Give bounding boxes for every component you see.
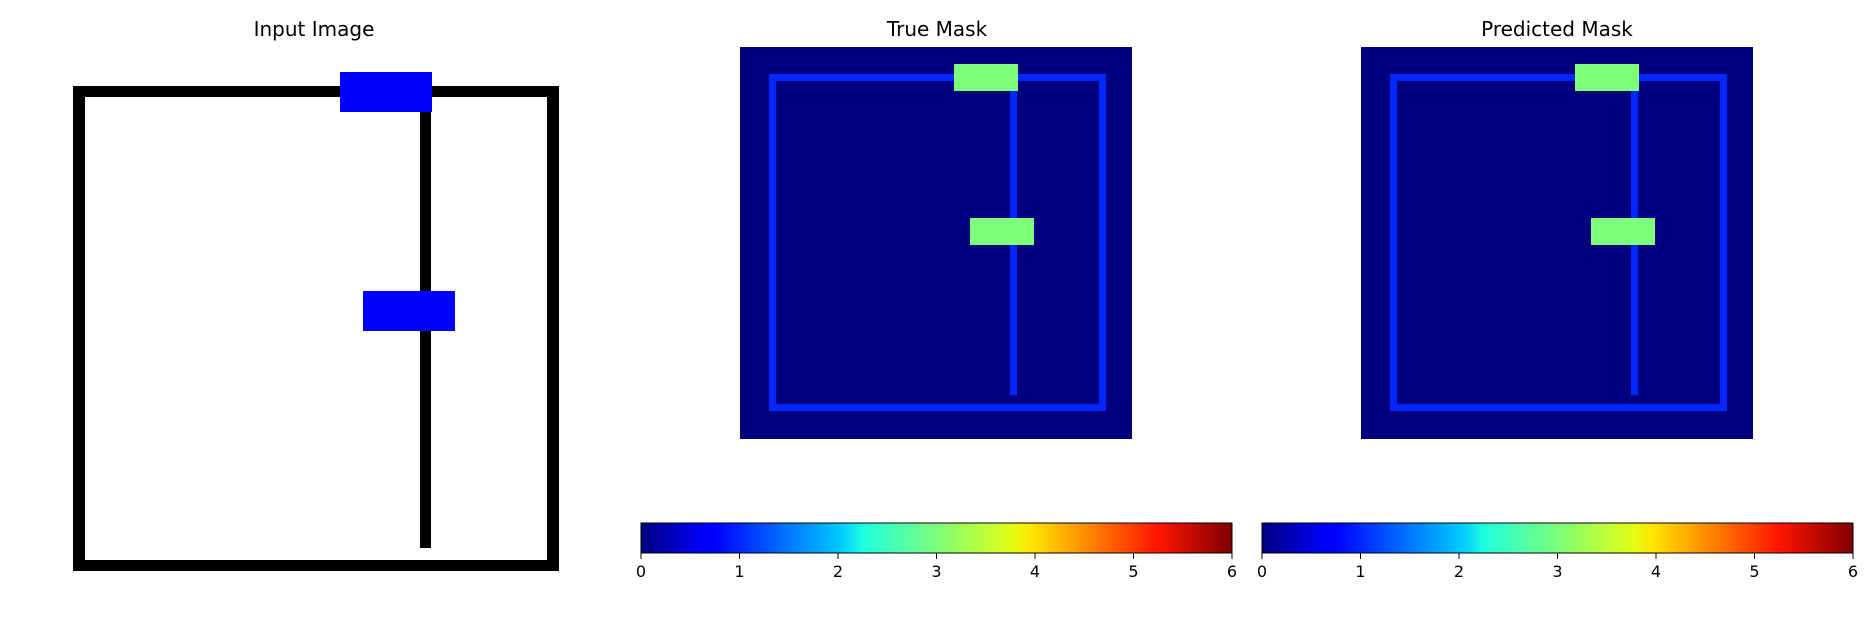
predicted-mask-colorbar-gradient xyxy=(1261,522,1854,554)
predicted-mask-colorbar-tick-label: 6 xyxy=(1848,562,1858,581)
true-mask-box-middle xyxy=(970,218,1034,245)
input-frame-left xyxy=(73,86,85,571)
true-mask-title: True Mask xyxy=(886,17,988,41)
predicted-mask-colorbar-tick-label: 4 xyxy=(1651,562,1661,581)
true-mask-colorbar-ticks: 0 1 2 3 4 5 6 xyxy=(636,553,1237,581)
predicted-mask-colorbar: 0 1 2 3 4 5 6 xyxy=(1257,522,1858,581)
input-image xyxy=(73,72,559,571)
true-mask-colorbar-tick-label: 4 xyxy=(1030,562,1040,581)
predicted-mask-image xyxy=(1361,47,1753,439)
predicted-mask-colorbar-tick-label: 1 xyxy=(1355,562,1365,581)
input-box-top xyxy=(340,72,432,112)
true-mask-colorbar-tick-label: 0 xyxy=(636,562,646,581)
true-mask-colorbar: 0 1 2 3 4 5 6 xyxy=(636,522,1237,581)
predicted-mask-background xyxy=(1361,47,1753,439)
predicted-mask-colorbar-ticks: 0 1 2 3 4 5 6 xyxy=(1257,553,1858,581)
true-mask-background xyxy=(740,47,1132,439)
predicted-mask-box-top xyxy=(1575,64,1639,91)
predicted-mask-colorbar-tick-label: 5 xyxy=(1749,562,1759,581)
predicted-mask-box-middle xyxy=(1591,218,1655,245)
true-mask-frame-right xyxy=(1099,74,1106,411)
predicted-mask-frame-bottom xyxy=(1390,404,1727,411)
true-mask-colorbar-tick-label: 5 xyxy=(1128,562,1138,581)
predicted-mask-frame-left xyxy=(1390,74,1397,411)
predicted-mask-colorbar-tick-label: 0 xyxy=(1257,562,1267,581)
input-frame-right xyxy=(547,86,559,571)
input-box-middle xyxy=(363,291,455,331)
true-mask-frame-left xyxy=(769,74,776,411)
true-mask-colorbar-tick-label: 3 xyxy=(931,562,941,581)
predicted-mask-frame-top xyxy=(1390,74,1727,81)
true-mask-frame-bottom xyxy=(769,404,1106,411)
true-mask-colorbar-tick-label: 6 xyxy=(1227,562,1237,581)
input-frame-top xyxy=(73,86,557,97)
predicted-mask-title: Predicted Mask xyxy=(1481,17,1633,41)
predicted-mask-frame-right xyxy=(1720,74,1727,411)
predicted-mask-colorbar-tick-label: 3 xyxy=(1552,562,1562,581)
true-mask-colorbar-gradient xyxy=(640,522,1233,554)
predicted-mask-colorbar-tick-label: 2 xyxy=(1454,562,1464,581)
true-mask-colorbar-tick-label: 2 xyxy=(833,562,843,581)
true-mask-colorbar-tick-label: 1 xyxy=(734,562,744,581)
input-image-title: Input Image xyxy=(253,17,375,41)
true-mask-frame-top xyxy=(769,74,1106,81)
true-mask-image xyxy=(740,47,1132,439)
true-mask-box-top xyxy=(954,64,1018,91)
input-frame-bottom xyxy=(73,560,557,571)
